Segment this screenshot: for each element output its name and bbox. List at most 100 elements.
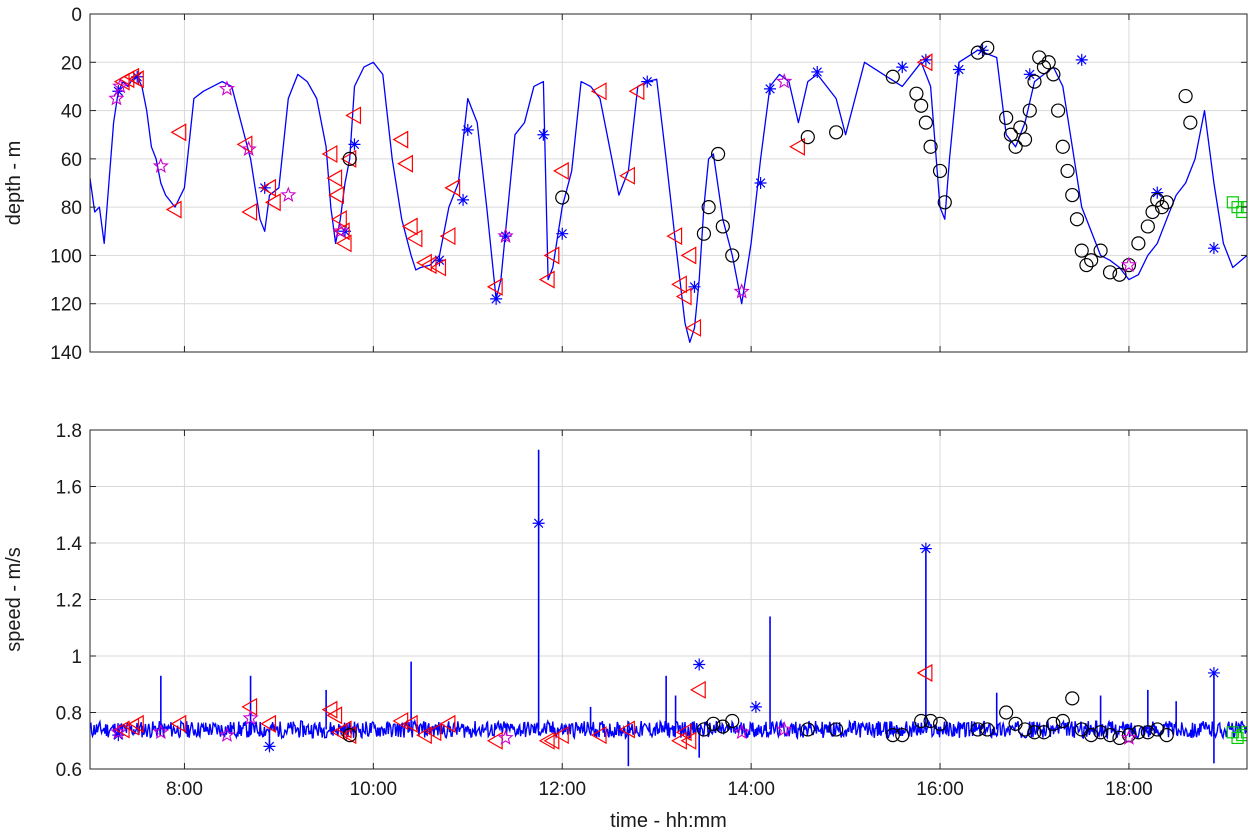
x-axis-label: time - hh:mm [610, 810, 727, 832]
pentagram-marker [112, 77, 129, 94]
y-tick-label: 40 [61, 102, 82, 123]
circle-marker [1093, 243, 1108, 258]
circle-marker [932, 716, 948, 731]
triangle-left-marker [401, 714, 418, 733]
pentagram-marker [497, 227, 514, 244]
circle-marker [885, 727, 900, 743]
triangle-left-marker [326, 706, 343, 725]
pentagram-marker [152, 157, 169, 173]
triangle-left-marker [553, 161, 569, 180]
circle-marker [342, 151, 357, 166]
star-marker [749, 700, 762, 713]
circle-marker [1074, 243, 1089, 258]
axes-frame [89, 13, 1248, 353]
star-marker [811, 65, 824, 78]
triangle-left-marker [538, 731, 555, 750]
star-marker [754, 177, 767, 189]
circle-marker [1084, 727, 1099, 743]
triangle-left-marker [680, 731, 697, 750]
circle-marker [1017, 132, 1033, 147]
circle-marker [1154, 200, 1170, 215]
triangle-left-marker [671, 275, 687, 294]
triangle-left-marker [430, 258, 447, 277]
circle-marker [1036, 60, 1052, 75]
triangle-left-markers [113, 53, 933, 337]
series-layer [90, 449, 1247, 767]
x-tick-label: 16:00 [916, 779, 964, 800]
circle-marker [1069, 212, 1085, 227]
triangle-left-marker [328, 186, 345, 205]
circle-marker [918, 115, 933, 130]
circle-marker [1145, 204, 1160, 220]
circle-marker [1046, 67, 1061, 82]
triangle-left-marker [590, 726, 607, 745]
star-marker [896, 61, 909, 74]
circle-marker [1055, 713, 1070, 729]
y-tick-label: 20 [61, 53, 82, 74]
circle-marker [914, 713, 929, 729]
triangle-left-marker [345, 106, 362, 125]
triangle-left-marker [619, 720, 635, 739]
triangle-left-marker [543, 731, 560, 750]
triangle-left-marker [331, 210, 347, 229]
triangle-left-marker [916, 53, 933, 72]
square-marker [1226, 196, 1239, 209]
star-marker [1023, 68, 1036, 81]
triangle-left-marker [680, 246, 697, 265]
triangle-left-marker [260, 714, 277, 733]
y-tick-label: 120 [50, 295, 82, 316]
triangle-left-marker [619, 166, 635, 185]
pentagram-marker [218, 726, 236, 742]
circle-marker [725, 248, 740, 263]
star-marker [433, 254, 446, 267]
triangle-left-marker [401, 217, 418, 236]
x-tick-label: 14:00 [727, 779, 775, 800]
circle-marker [1159, 727, 1174, 743]
triangle-left-marker [789, 137, 805, 156]
circle-marker [999, 110, 1014, 125]
y-tick-label: 60 [61, 150, 82, 171]
circle-marker [1084, 253, 1099, 268]
circle-marker [1065, 187, 1080, 203]
circle-marker [829, 722, 844, 737]
triangle-left-marker [128, 714, 144, 733]
star-marker [556, 227, 569, 240]
circle-marker [1112, 730, 1127, 746]
circle-marker [970, 45, 985, 60]
pentagram-markers [110, 709, 1138, 745]
circle-marker [885, 69, 900, 84]
star-marker [1151, 186, 1164, 199]
y-tick-label: 1.2 [56, 591, 82, 612]
pentagram-marker [110, 723, 127, 740]
triangle-left-marker [916, 663, 933, 682]
circle-marker [1013, 120, 1028, 135]
circle-marker [1008, 139, 1023, 154]
pentagram-marker [240, 140, 257, 157]
pentagram-marker [242, 709, 259, 726]
star-marker [764, 82, 777, 95]
ticks: 0 20 40 60 80 100 120 140 [50, 5, 1247, 364]
circle-marker [1027, 725, 1042, 740]
star-marker [693, 658, 706, 671]
circle-marker [1041, 55, 1056, 70]
circle-marker [1036, 725, 1052, 740]
y-axis-label: speed - m/s [3, 547, 25, 651]
circle-marker [1079, 257, 1094, 273]
y-tick-label: 100 [50, 246, 82, 267]
triangle-left-marker [170, 123, 187, 142]
circle-marker [980, 722, 995, 737]
triangle-left-marker [397, 154, 414, 173]
triangle-left-marker [170, 714, 187, 733]
star-marker [457, 193, 470, 206]
circle-marker [1065, 691, 1080, 706]
y-tick-label: 1.8 [56, 421, 82, 442]
y-tick-label: 0.6 [56, 760, 82, 781]
circle-marker [923, 139, 938, 154]
star-marker [919, 53, 932, 66]
circle-marker [710, 146, 726, 162]
circle-marker [696, 226, 712, 241]
circle-marker [701, 200, 716, 215]
circle-marker [914, 98, 929, 113]
circle-marker [895, 727, 910, 743]
